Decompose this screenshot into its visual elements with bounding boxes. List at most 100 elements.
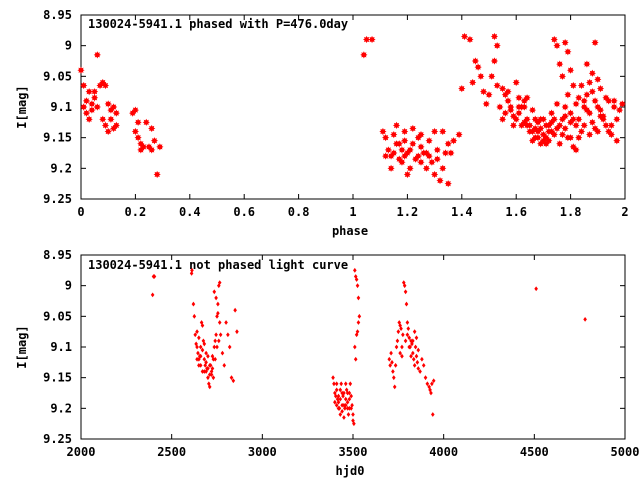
- phased-data-point: [607, 131, 615, 139]
- unphased-data-point: [349, 393, 353, 399]
- phased-data-point: [569, 81, 577, 90]
- phased-data-point: [458, 85, 466, 93]
- unphased-data-point: [340, 390, 344, 396]
- unphased-data-point: [342, 415, 346, 420]
- phased-data-point: [433, 155, 441, 163]
- phased-data-point: [493, 81, 501, 90]
- unphased-data-point: [412, 329, 417, 335]
- phased-data-point: [583, 106, 591, 114]
- unphased-data-point: [226, 332, 230, 338]
- phased-data-point: [384, 146, 392, 154]
- phased-data-point: [618, 100, 626, 108]
- phased-x-tick-label: 0.4: [179, 205, 201, 219]
- phased-data-point: [499, 85, 507, 93]
- phased-y-tick-label: 9.2: [50, 161, 72, 175]
- unphased-data-point: [212, 344, 217, 350]
- unphased-data-point: [192, 313, 197, 319]
- unphased-data-point: [338, 412, 343, 417]
- phased-y-axis-label: I[mag]: [15, 85, 29, 128]
- unphased-chart-title: 130024-5941.1 not phased light curve: [88, 258, 348, 272]
- phased-data-point: [469, 78, 477, 87]
- unphased-y-tick-label: 9.05: [43, 309, 72, 323]
- phased-data-point: [564, 48, 572, 56]
- unphased-data-point: [202, 341, 207, 347]
- phased-data-point: [112, 121, 120, 129]
- phased-data-point: [580, 121, 588, 129]
- phased-data-point: [531, 134, 539, 142]
- unphased-data-point: [345, 399, 350, 405]
- unphased-data-point: [216, 310, 220, 316]
- unphased-y-tick-label: 9.2: [50, 401, 72, 415]
- phased-data-point: [539, 131, 547, 139]
- unphased-data-point: [216, 301, 220, 307]
- phased-data-point: [588, 118, 596, 126]
- phased-data-point: [550, 115, 558, 123]
- phased-data-point: [477, 72, 485, 80]
- phased-chart-title: 130024-5941.1 phased with P=476.0day: [88, 17, 348, 31]
- phased-data-point: [615, 106, 624, 114]
- unphased-data-point: [206, 366, 210, 371]
- unphased-data-point: [212, 289, 217, 295]
- unphased-data-point: [195, 329, 199, 335]
- unphased-data-point: [339, 381, 344, 387]
- unphased-data-point: [356, 295, 361, 301]
- phased-data-point: [501, 109, 509, 117]
- unphased-data-point: [193, 332, 198, 338]
- phased-data-point: [485, 91, 493, 99]
- phased-data-point: [558, 131, 567, 139]
- unphased-data-point: [393, 363, 398, 368]
- phased-data-point: [547, 127, 556, 136]
- unphased-data-point: [202, 356, 207, 362]
- phased-data-point: [586, 131, 594, 139]
- phased-data-point: [142, 118, 150, 126]
- phased-data-point: [390, 131, 398, 139]
- phased-data-point: [561, 112, 569, 120]
- phased-data-point: [417, 131, 425, 139]
- phased-x-tick-label: 0.2: [125, 205, 147, 219]
- phased-data-point: [156, 143, 164, 151]
- phased-data-point: [431, 170, 439, 179]
- phased-data-point: [599, 112, 607, 120]
- unphased-data-point: [196, 350, 200, 356]
- phased-data-point: [431, 127, 439, 136]
- unphased-data-point: [411, 350, 415, 356]
- unphased-data-point: [430, 381, 434, 387]
- unphased-data-point: [401, 332, 405, 338]
- unphased-data-point: [333, 390, 337, 396]
- phased-data-point: [436, 177, 444, 185]
- unphased-data-point: [211, 356, 216, 362]
- phased-data-point: [112, 109, 120, 117]
- phased-data-point: [575, 134, 583, 142]
- phased-data-point: [406, 146, 414, 154]
- phased-data-point: [134, 118, 142, 126]
- unphased-data-point: [389, 350, 393, 356]
- phased-data-point: [425, 137, 433, 145]
- unphased-data-point: [391, 369, 395, 374]
- unphased-data-point: [229, 375, 234, 381]
- unphased-x-tick-label: 2500: [157, 445, 186, 459]
- unphased-data-point: [354, 277, 359, 282]
- unphased-data-point: [429, 390, 433, 396]
- phased-data-point: [523, 121, 531, 129]
- unphased-data-point: [202, 369, 207, 374]
- unphased-y-axis-label: I[mag]: [15, 325, 29, 368]
- phased-data-point: [613, 137, 621, 145]
- phased-data-point: [428, 158, 436, 166]
- unphased-data-point: [206, 353, 210, 359]
- unphased-data-point: [195, 344, 199, 350]
- unphased-data-point: [340, 409, 344, 414]
- unphased-data-point: [333, 399, 337, 405]
- unphased-data-point: [353, 274, 358, 279]
- phased-y-tick-label: 9.25: [43, 192, 72, 206]
- phased-data-point: [474, 63, 482, 71]
- phased-data-point: [556, 60, 564, 68]
- unphased-x-tick-label: 3000: [248, 445, 277, 459]
- phased-data-point: [88, 100, 96, 108]
- phased-data-point: [398, 158, 406, 166]
- unphased-data-point: [222, 363, 227, 368]
- unphased-data-point: [347, 396, 352, 402]
- unphased-data-point: [331, 375, 335, 381]
- phased-data-point: [496, 103, 504, 111]
- phased-data-point: [499, 115, 507, 123]
- phased-data-point: [80, 81, 88, 90]
